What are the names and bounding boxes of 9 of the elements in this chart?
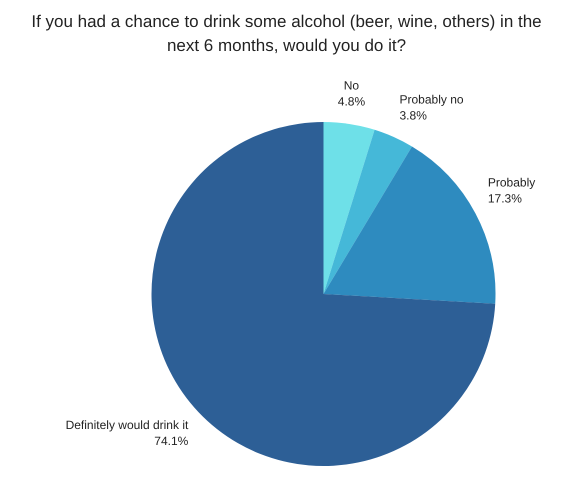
slice-label: Probably no — [400, 92, 464, 107]
slice-label: No — [344, 78, 360, 92]
slice-label: Probably — [488, 175, 536, 190]
chart-title: If you had a chance to drink some alcohol (beer, wine, others) in the next 6 months, would you do it? — [30, 11, 543, 57]
data-label: 74.1% — [154, 434, 189, 448]
slice-label: Definitely would drink it — [66, 418, 189, 432]
data-label: 4.8% — [338, 94, 366, 108]
data-label: 17.3% — [488, 191, 522, 206]
data-label: 3.8% — [400, 108, 428, 123]
